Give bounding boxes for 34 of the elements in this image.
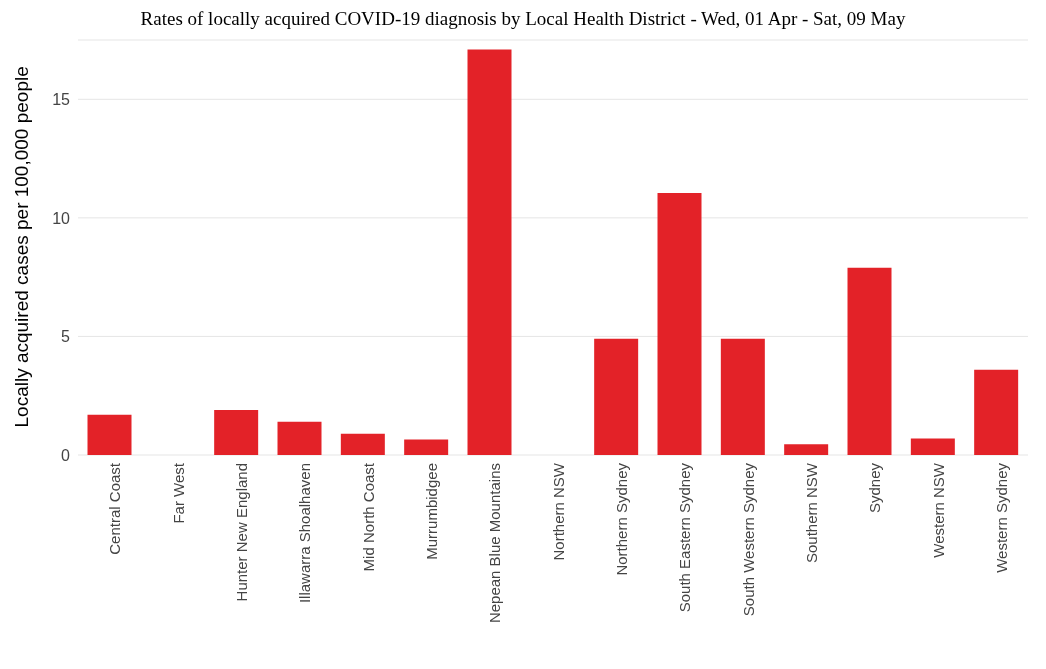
y-axis-title: Locally acquired cases per 100,000 people <box>10 66 32 428</box>
bar <box>974 369 1019 455</box>
x-tick-label: Mid North Coast <box>359 462 377 572</box>
bar <box>214 409 259 455</box>
bar <box>87 414 132 455</box>
x-tick-label: Hunter New England <box>232 463 250 602</box>
bar <box>594 338 639 455</box>
chart-title: Rates of locally acquired COVID-19 diagnosis by Local Health District - Wed, 01 Apr - Sat, 09 May <box>139 8 907 30</box>
bar <box>657 192 702 455</box>
x-tick-label: South Eastern Sydney <box>676 462 694 613</box>
x-tick-label: Southern NSW <box>802 462 820 564</box>
x-tick-label: Western Sydney <box>992 462 1010 573</box>
bar <box>720 338 765 455</box>
y-tick-label: 15 <box>52 90 71 108</box>
y-tick-label: 10 <box>52 209 71 227</box>
bar <box>467 49 512 455</box>
x-tick-label: Northern NSW <box>549 462 567 561</box>
x-tick-label: Sydney <box>866 462 884 514</box>
x-tick-label: Central Coast <box>106 462 124 555</box>
bar <box>340 433 385 455</box>
x-tick-label: Illawarra Shoalhaven <box>296 463 314 604</box>
x-tick-label: South Western Sydney <box>739 462 757 617</box>
y-tick-label: 0 <box>61 446 71 464</box>
y-tick-label: 5 <box>61 328 71 346</box>
x-tick-label: Western NSW <box>929 462 947 558</box>
bar <box>847 267 892 455</box>
x-tick-label: Far West <box>169 462 187 524</box>
bar <box>784 444 829 455</box>
bar <box>277 421 322 455</box>
bar <box>910 438 955 455</box>
bar <box>404 439 449 455</box>
x-tick-label: Murrumbidgee <box>422 463 440 560</box>
x-tick-label: Nepean Blue Mountains <box>486 463 504 624</box>
x-tick-label: Northern Sydney <box>612 462 630 576</box>
